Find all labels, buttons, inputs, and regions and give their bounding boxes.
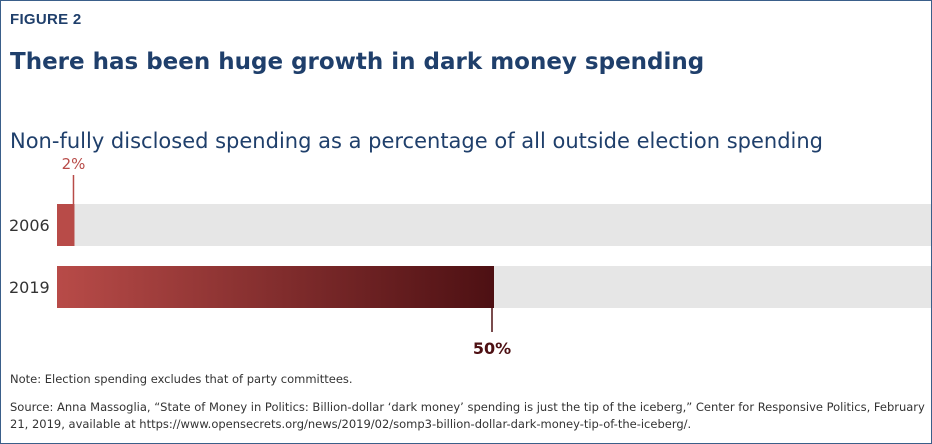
figure-note: Note: Election spending excludes that of… xyxy=(10,372,353,386)
value-label-2019: 50% xyxy=(473,339,511,358)
value-label-2006: 2% xyxy=(62,155,86,173)
figure-title: There has been huge growth in dark money… xyxy=(10,49,705,75)
bar-2006 xyxy=(57,204,75,246)
category-label-2006: 2006 xyxy=(9,216,50,235)
category-label-2019: 2019 xyxy=(9,278,50,297)
bar-chart: 2006 2019 2% 50% xyxy=(9,155,931,358)
figure-subtitle: Non-fully disclosed spending as a percen… xyxy=(10,129,824,153)
figure-source: Source: Anna Massoglia, “State of Money … xyxy=(10,400,925,431)
bar-track-2006 xyxy=(57,204,931,246)
bar-2019 xyxy=(57,266,494,308)
figure-label: FIGURE 2 xyxy=(10,11,82,28)
